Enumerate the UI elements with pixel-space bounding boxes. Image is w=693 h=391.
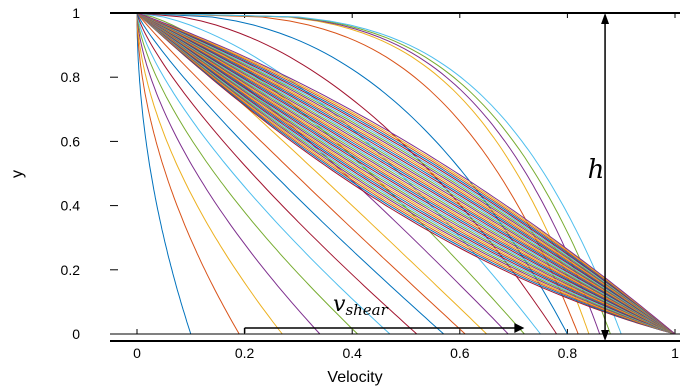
velocity-profile-line (136, 12, 676, 335)
velocity-profile-line (136, 12, 676, 335)
velocity-profile-line (136, 12, 676, 335)
velocity-profile-line (136, 12, 488, 335)
velocity-profile-line (136, 12, 568, 335)
velocity-profile-line (136, 12, 676, 335)
velocity-profile-line (136, 12, 676, 335)
velocity-profile-line (136, 12, 445, 335)
velocity-profile-line (136, 12, 676, 335)
velocity-profile-line (136, 12, 676, 335)
velocity-profile-line (136, 12, 676, 335)
velocity-profile-line (136, 12, 676, 335)
velocity-profile-line (136, 12, 676, 335)
velocity-profile-line (136, 12, 579, 335)
velocity-profile-line (136, 12, 676, 335)
y-axis-label: y (9, 170, 26, 178)
x-tick-label: 1 (671, 345, 679, 361)
velocity-profile-line (136, 12, 541, 335)
h-arrowhead-bottom (601, 330, 610, 341)
velocity-profile-line (136, 12, 676, 335)
y-tick-label: 0 (72, 326, 80, 342)
velocity-profile-line (136, 12, 676, 335)
v-shear-symbol: v (333, 292, 346, 317)
velocity-profile-line (136, 12, 391, 335)
x-tick-label: 0.2 (235, 345, 255, 361)
y-tick-label: 0.2 (61, 262, 81, 278)
velocity-profile-line (136, 12, 676, 335)
velocity-profile-line (136, 12, 676, 335)
velocity-profile-line (136, 12, 676, 335)
velocity-profile-line (136, 12, 676, 335)
velocity-profile-line (136, 13, 240, 335)
velocity-profile-line (136, 12, 676, 335)
x-tick-label: 0.4 (342, 345, 362, 361)
h-arrowhead-top (601, 13, 610, 24)
y-tick-label: 0.6 (61, 133, 81, 149)
annotations: vshear h (243, 13, 610, 341)
velocity-profile-line (136, 12, 358, 335)
velocity-profile-line (136, 12, 676, 335)
velocity-profile-line (136, 12, 676, 335)
v-shear-label: vshear (333, 292, 389, 319)
velocity-profile-line (136, 12, 676, 335)
velocity-profile-line (136, 12, 676, 335)
y-axis-ticks: 0 0.2 0.4 0.6 0.8 1 (61, 5, 118, 342)
h-label: h (588, 155, 605, 185)
velocity-profile-line (136, 12, 676, 335)
y-tick-label: 1 (72, 5, 80, 21)
series-group (136, 12, 676, 335)
x-tick-label: 0.8 (558, 345, 578, 361)
velocity-profile-line (136, 12, 676, 335)
velocity-profile-line (136, 12, 676, 335)
velocity-profile-line (136, 12, 321, 335)
velocity-profile-line (136, 12, 676, 335)
y-tick-label: 0.4 (61, 198, 81, 214)
velocity-profile-line (136, 12, 676, 335)
velocity-profile-line (136, 12, 676, 335)
velocity-profile-line (136, 12, 558, 335)
v-shear-subscript: shear (345, 301, 388, 319)
velocity-profile-line (136, 12, 676, 335)
x-tick-label: 0.6 (450, 345, 470, 361)
velocity-profile-line (136, 12, 676, 335)
velocity-profile-line (136, 12, 418, 335)
velocity-profile-line (136, 12, 676, 335)
velocity-profile-line (136, 12, 676, 335)
velocity-profile-line (136, 12, 676, 335)
velocity-profile-line (136, 12, 676, 335)
velocity-profile-line (136, 12, 676, 335)
v-shear-arrowhead (514, 323, 525, 333)
velocity-profile-line (136, 12, 466, 335)
y-tick-label: 0.8 (61, 69, 81, 85)
x-axis-label: Velocity (327, 369, 382, 386)
x-tick-label: 0 (133, 345, 141, 361)
velocity-profile-line (136, 12, 283, 335)
velocity-profile-line (136, 12, 676, 335)
velocity-profile-line (136, 12, 676, 335)
velocity-profile-line (136, 12, 676, 335)
velocity-profile-line (136, 12, 676, 335)
velocity-profile-line (136, 12, 676, 335)
x-axis-ticks: 0 0.2 0.4 0.6 0.8 1 (133, 13, 679, 361)
velocity-profile-line (136, 13, 192, 335)
